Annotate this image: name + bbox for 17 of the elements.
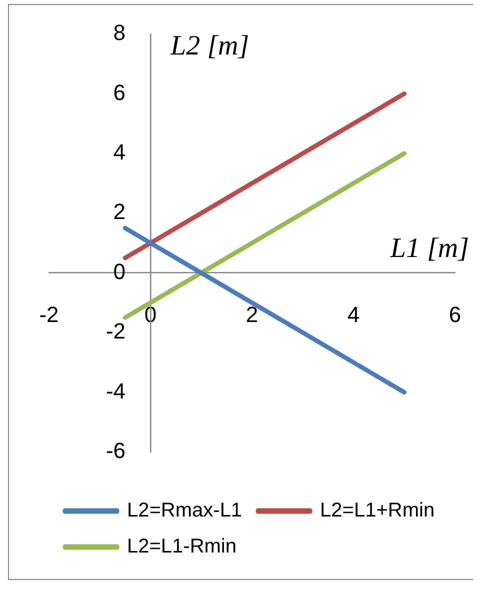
y-tick-label: 2 [113, 199, 126, 224]
x-tick-label: 4 [347, 302, 360, 328]
x-tick-label: 2 [246, 302, 258, 328]
y-tick-label: 8 [113, 20, 126, 46]
y-tick-label: -2 [106, 318, 126, 344]
y-tick-label: -6 [106, 438, 126, 464]
legend-label: L2=Rmax-L1 [127, 500, 242, 522]
y-tick-label: 4 [113, 139, 126, 164]
x-tick-label: 6 [448, 302, 462, 328]
legend-label: L2=L1-Rmin [127, 536, 237, 558]
y-tick-label: 0 [113, 258, 126, 284]
x-tick-label: -2 [39, 302, 59, 328]
y-tick-label: -4 [106, 378, 126, 404]
legend-label: L2=L1+Rmin [320, 500, 435, 522]
y-tick-label: 6 [113, 80, 126, 105]
x-axis-title: L1 [m] [389, 233, 469, 264]
y-axis-title: L2 [m] [170, 30, 250, 62]
